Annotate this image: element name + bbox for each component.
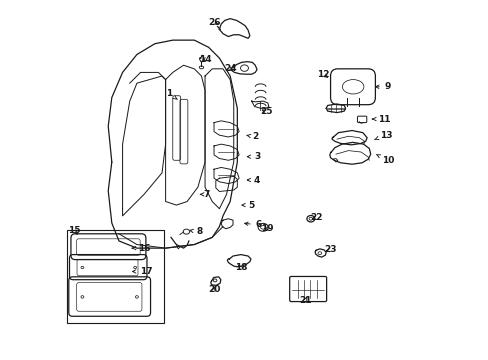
Text: 2: 2	[246, 132, 258, 141]
Text: 14: 14	[198, 55, 211, 64]
Text: 6: 6	[244, 220, 262, 229]
Text: 1: 1	[166, 89, 177, 99]
Text: 20: 20	[207, 285, 220, 294]
Text: 22: 22	[309, 213, 322, 222]
Text: 23: 23	[324, 246, 336, 255]
Bar	[67, 230, 163, 323]
Text: 8: 8	[189, 228, 203, 237]
Text: 18: 18	[234, 264, 246, 273]
Text: 26: 26	[207, 18, 220, 27]
Text: 5: 5	[242, 201, 254, 210]
Text: 25: 25	[259, 107, 272, 116]
Text: 16: 16	[132, 244, 150, 253]
Text: 13: 13	[374, 131, 391, 140]
Text: 21: 21	[299, 296, 311, 305]
Text: 10: 10	[376, 154, 393, 165]
Text: 9: 9	[375, 82, 390, 91]
Text: 11: 11	[372, 114, 390, 123]
Text: 17: 17	[132, 267, 152, 276]
Text: 3: 3	[247, 152, 260, 161]
Text: 12: 12	[317, 70, 329, 79]
Text: 19: 19	[261, 224, 274, 233]
Text: 15: 15	[68, 226, 80, 235]
Text: 7: 7	[200, 190, 210, 199]
Text: 24: 24	[224, 64, 236, 73]
Text: 4: 4	[247, 176, 260, 185]
